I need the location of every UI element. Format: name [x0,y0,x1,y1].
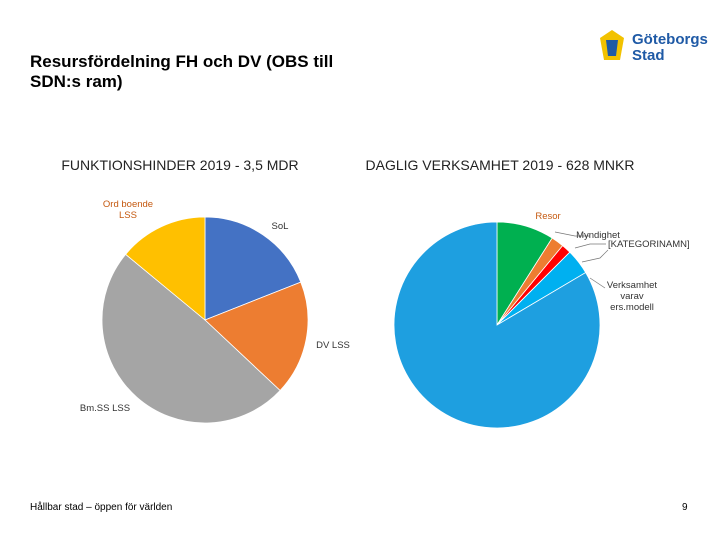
slice-label: [KATEGORINAMN] [608,239,690,250]
chart-title: DAGLIG VERKSAMHET 2019 - 628 MNKR [365,157,635,173]
page-number: 9 [682,502,688,513]
slice-label: Myndighet [576,230,620,241]
logo-line: Göteborgs [632,31,708,48]
leader-lines [554,231,609,289]
pie-slice [101,253,281,424]
slice-label: DV LSS [316,340,350,351]
logo-line: Stad [632,47,665,64]
pie-slice [204,281,309,392]
pie-slice [125,216,206,321]
logo-icon [600,30,624,60]
footer: Hållbar stad – öppen för världen [30,502,173,513]
slide-title: Resursfördelning FH och DV (OBS till SDN… [30,52,334,91]
pie-slice [393,221,601,429]
slice-label: Ord boende LSS [102,199,154,221]
slice-label: Bm.SS LSS [79,403,131,414]
slice-label: Verksamhet varav ers.modell [606,280,658,313]
chart-title: FUNKTIONSHINDER 2019 - 3,5 MDR [61,157,299,173]
slice-label: SoL [271,221,289,232]
pie-slice [204,216,302,321]
slice-label: Resor [535,211,561,222]
logo-text: Göteborgs Stad [632,32,708,64]
